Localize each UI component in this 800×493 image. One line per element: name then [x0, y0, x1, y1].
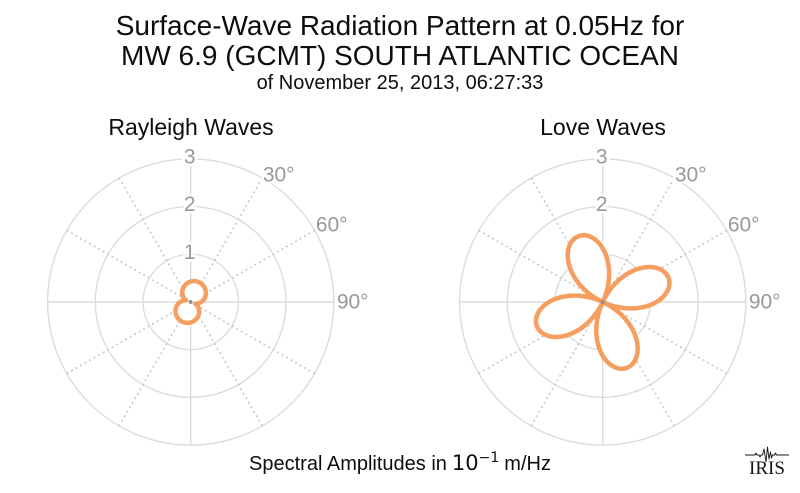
radial-tick-label: 2	[184, 193, 196, 216]
polar-grid-spoke	[118, 311, 186, 427]
figure-subtitle-datetime: of November 25, 2013, 06:27:33	[256, 72, 544, 94]
angle-tick-label: 90°	[337, 291, 369, 314]
love-plot-title: Love Waves	[540, 114, 666, 140]
radial-tick-label: 3	[596, 145, 608, 168]
rayleigh-polar-plot: 1 2 3 30° 60° 90°	[46, 143, 371, 446]
polar-grid-spoke	[195, 311, 264, 427]
caption-math-base: 10	[451, 451, 479, 475]
iris-logo-text: IRIS	[749, 458, 785, 479]
caption-suffix: m/Hz	[504, 453, 551, 475]
caption-math-exponent: −1	[478, 450, 500, 466]
polar-grid-spoke	[65, 229, 182, 297]
amplitude-units-caption: Spectral Amplitudes in 10−1 m/Hz	[0, 451, 800, 476]
figure-title-line2: MW 6.9 (GCMT) SOUTH ATLANTIC OCEAN	[121, 40, 679, 71]
polar-grid-spoke	[200, 307, 316, 375]
angle-tick-label: 30°	[263, 164, 295, 187]
angle-tick-label: 90°	[749, 291, 781, 314]
caption-prefix: Spectral Amplitudes in	[249, 453, 447, 475]
polar-center-dot	[600, 300, 605, 304]
angle-tick-label: 60°	[728, 214, 760, 237]
polar-grid-spoke	[612, 307, 728, 375]
polar-grid-spoke	[200, 229, 316, 297]
polar-grid-spoke	[65, 307, 182, 375]
polar-grid-spoke	[530, 311, 598, 427]
polar-grid-spoke	[477, 229, 594, 297]
polar-grid-spoke	[607, 177, 676, 293]
polar-center-dot	[188, 300, 193, 304]
seismogram-trace-icon	[745, 446, 789, 463]
iris-seismogram-logo: IRIS	[745, 446, 789, 479]
radial-tick-label: 2	[596, 193, 608, 216]
polar-grid-spoke	[118, 177, 186, 293]
angle-tick-label: 60°	[316, 214, 348, 237]
caption-math-power: 10−1	[452, 451, 499, 475]
rayleigh-plot-title: Rayleigh Waves	[108, 114, 274, 140]
radial-tick-label: 1	[184, 241, 196, 264]
figure-title-line1: Surface-Wave Radiation Pattern at 0.05Hz…	[115, 10, 685, 41]
angle-tick-label: 30°	[675, 164, 707, 187]
radial-tick-label: 3	[184, 145, 196, 168]
polar-grid-spoke	[195, 177, 264, 293]
